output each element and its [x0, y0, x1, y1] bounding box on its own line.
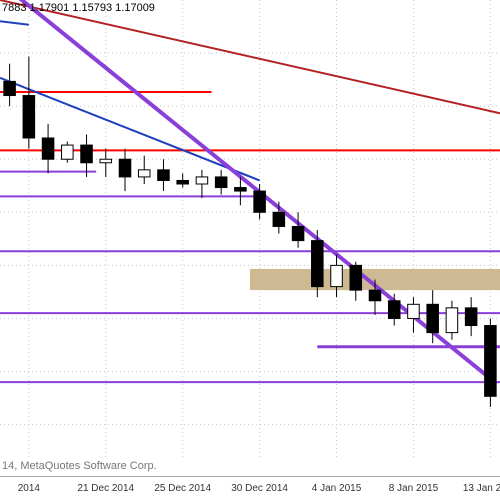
price-plot — [0, 0, 500, 460]
x-tick-label: 2014 — [18, 483, 40, 494]
x-tick-label: 25 Dec 2014 — [154, 483, 211, 494]
x-tick-label: 13 Jan 2015 — [463, 483, 500, 494]
copyright-text: 14, MetaQuotes Software Corp. — [2, 460, 157, 472]
x-tick-label: 8 Jan 2015 — [389, 483, 439, 494]
x-tick-label: 30 Dec 2014 — [231, 483, 288, 494]
ohlc-header: 7883 1.17901 1.15793 1.17009 — [2, 2, 155, 14]
x-axis: 2014 21 Dec 2014 25 Dec 2014 30 Dec 2014 4 J… — [0, 476, 500, 500]
x-tick-label: 4 Jan 2015 — [312, 483, 362, 494]
x-tick-label: 21 Dec 2014 — [77, 483, 134, 494]
chart-area: 7883 1.17901 1.15793 1.17009 — [0, 0, 500, 460]
